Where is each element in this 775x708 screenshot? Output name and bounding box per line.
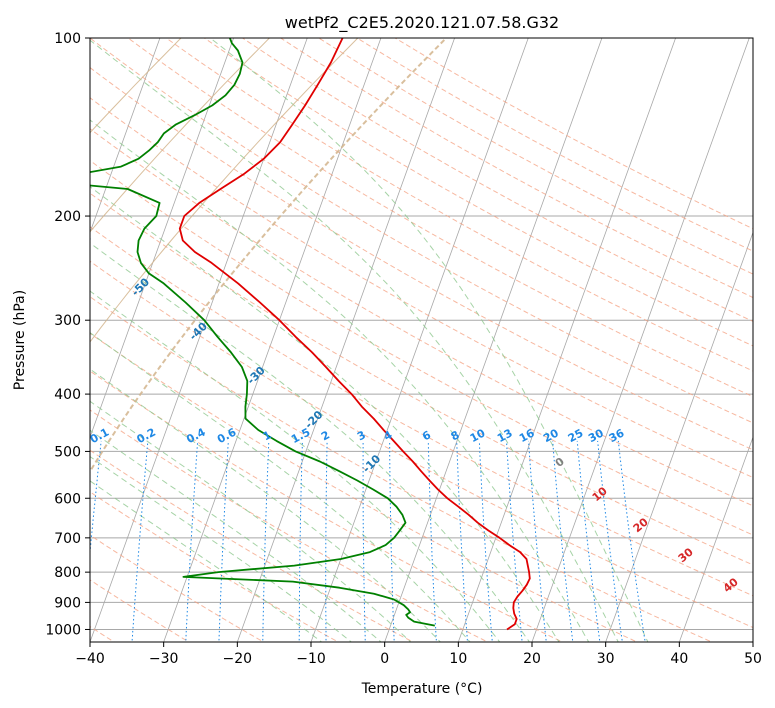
dry-adiabat-line bbox=[90, 332, 639, 642]
mixing-ratio-line bbox=[131, 440, 149, 642]
moist-adiabat-line bbox=[90, 429, 382, 642]
dry-adiabat-line bbox=[90, 296, 713, 642]
isotherm-line bbox=[310, 38, 529, 642]
moist-adiabat-line bbox=[90, 186, 560, 642]
dry-adiabat-line bbox=[90, 370, 564, 642]
y-axis-label: Pressure (hPa) bbox=[12, 290, 28, 390]
mixing-ratio-line bbox=[597, 440, 623, 642]
dry-adiabat-line bbox=[241, 38, 753, 322]
x-axis-label: Temperature (°C) bbox=[361, 681, 483, 697]
mixing-ratio-line bbox=[90, 440, 102, 558]
y-tick-label: 600 bbox=[54, 491, 81, 507]
dry-adiabat-line bbox=[90, 192, 753, 566]
isotherm-line bbox=[90, 38, 308, 642]
mixing-ratio-line bbox=[362, 440, 366, 642]
y-tick-label: 900 bbox=[54, 595, 81, 611]
mixing-ratio-label: 16 bbox=[517, 426, 537, 445]
x-tick-label: −40 bbox=[75, 651, 105, 667]
y-tick-label: 1000 bbox=[45, 622, 81, 638]
y-tick-label: 200 bbox=[54, 209, 81, 225]
dewpoint-profile-line bbox=[90, 38, 435, 627]
isotherm-line bbox=[384, 38, 603, 642]
mixing-ratio-line bbox=[456, 440, 469, 642]
reference-curve bbox=[90, 38, 447, 474]
reference-curve bbox=[90, 38, 359, 343]
moist-adiabat-line bbox=[90, 290, 501, 642]
moist-adiabat-line bbox=[90, 39, 619, 642]
chart-title: wetPf2_C2E5.2020.121.07.58.G32 bbox=[285, 13, 559, 33]
moist-adiabat-line bbox=[90, 332, 471, 642]
mixing-ratio-label: 10 bbox=[468, 426, 488, 445]
dry-adiabat-line bbox=[90, 226, 753, 597]
dry-adiabat-line bbox=[90, 66, 753, 451]
dry-adiabat-line bbox=[90, 97, 753, 479]
mixing-ratio-line bbox=[298, 440, 303, 642]
mixing-ratio-line bbox=[528, 440, 547, 642]
mixing-ratio-line bbox=[552, 440, 574, 642]
mixing-ratio-label: 30 bbox=[586, 426, 606, 445]
mixing-ratio-label: 20 bbox=[541, 426, 561, 445]
mixing-ratio-line bbox=[506, 440, 523, 642]
isotherm-line bbox=[90, 38, 235, 439]
isotherm-line bbox=[605, 231, 753, 642]
isotherm-line bbox=[236, 38, 456, 642]
dry-adiabat-line bbox=[90, 409, 489, 642]
dry-adiabat-line bbox=[90, 260, 753, 629]
isotherm-line bbox=[531, 38, 750, 642]
mixing-ratio-line bbox=[427, 440, 437, 642]
mixing-ratio-label: 36 bbox=[607, 426, 627, 445]
moist-adiabat-line bbox=[90, 119, 590, 642]
mixing-ratio-line bbox=[576, 440, 601, 642]
y-tick-label: 100 bbox=[54, 31, 81, 47]
x-axis-ticks: −40 −30 −20 −10 0 10 20 30 40 50 bbox=[75, 642, 762, 667]
moist-adiabat-line bbox=[90, 400, 412, 642]
dry-adiabat-line bbox=[90, 159, 753, 536]
x-tick-label: −30 bbox=[149, 651, 179, 667]
dry-adiabat-line bbox=[90, 579, 190, 642]
mixing-ratio-line bbox=[262, 440, 270, 642]
isotherm-line bbox=[90, 38, 161, 234]
x-tick-label: 30 bbox=[597, 651, 615, 667]
dry-adiabat-line bbox=[90, 449, 414, 642]
y-axis-ticks: 100 200 300 400 500 600 700 800 900 1000 bbox=[45, 31, 90, 638]
mixing-ratio-line bbox=[218, 440, 229, 642]
temperature-profile-line bbox=[178, 38, 531, 631]
moist-adiabat-line bbox=[90, 242, 531, 642]
x-tick-label: −10 bbox=[296, 651, 326, 667]
dry-adiabat-line bbox=[203, 38, 753, 347]
mixing-ratio-line bbox=[617, 440, 646, 642]
x-tick-label: 50 bbox=[744, 651, 762, 667]
y-tick-label: 700 bbox=[54, 531, 81, 547]
x-tick-label: 10 bbox=[449, 651, 467, 667]
moist-adiabat-line bbox=[90, 480, 323, 642]
dry-adiabat-line bbox=[90, 534, 265, 642]
background-lines bbox=[90, 38, 753, 642]
x-tick-label: 40 bbox=[670, 651, 688, 667]
mixing-ratio-line bbox=[185, 440, 199, 642]
y-tick-label: 300 bbox=[54, 313, 81, 329]
dry-adiabat-line bbox=[90, 128, 753, 507]
y-tick-label: 400 bbox=[54, 387, 81, 403]
mixing-ratio-line bbox=[478, 440, 493, 642]
y-tick-label: 500 bbox=[54, 444, 81, 460]
isotherm-line bbox=[678, 436, 753, 642]
mixing-ratio-label: 25 bbox=[566, 427, 586, 446]
x-tick-label: 0 bbox=[380, 651, 389, 667]
dry-adiabat-line bbox=[279, 38, 753, 299]
mixing-ratio-line bbox=[389, 440, 395, 642]
moist-adiabat-line bbox=[209, 38, 649, 642]
mixing-ratio-label: 13 bbox=[495, 427, 515, 446]
x-tick-label: 20 bbox=[523, 651, 541, 667]
data-lines bbox=[90, 38, 531, 631]
plot-frame bbox=[89, 37, 754, 643]
x-tick-label: −20 bbox=[223, 651, 253, 667]
mixing-ratio-line bbox=[325, 440, 328, 642]
isotherm-line bbox=[163, 38, 382, 642]
y-tick-label: 800 bbox=[54, 565, 81, 581]
